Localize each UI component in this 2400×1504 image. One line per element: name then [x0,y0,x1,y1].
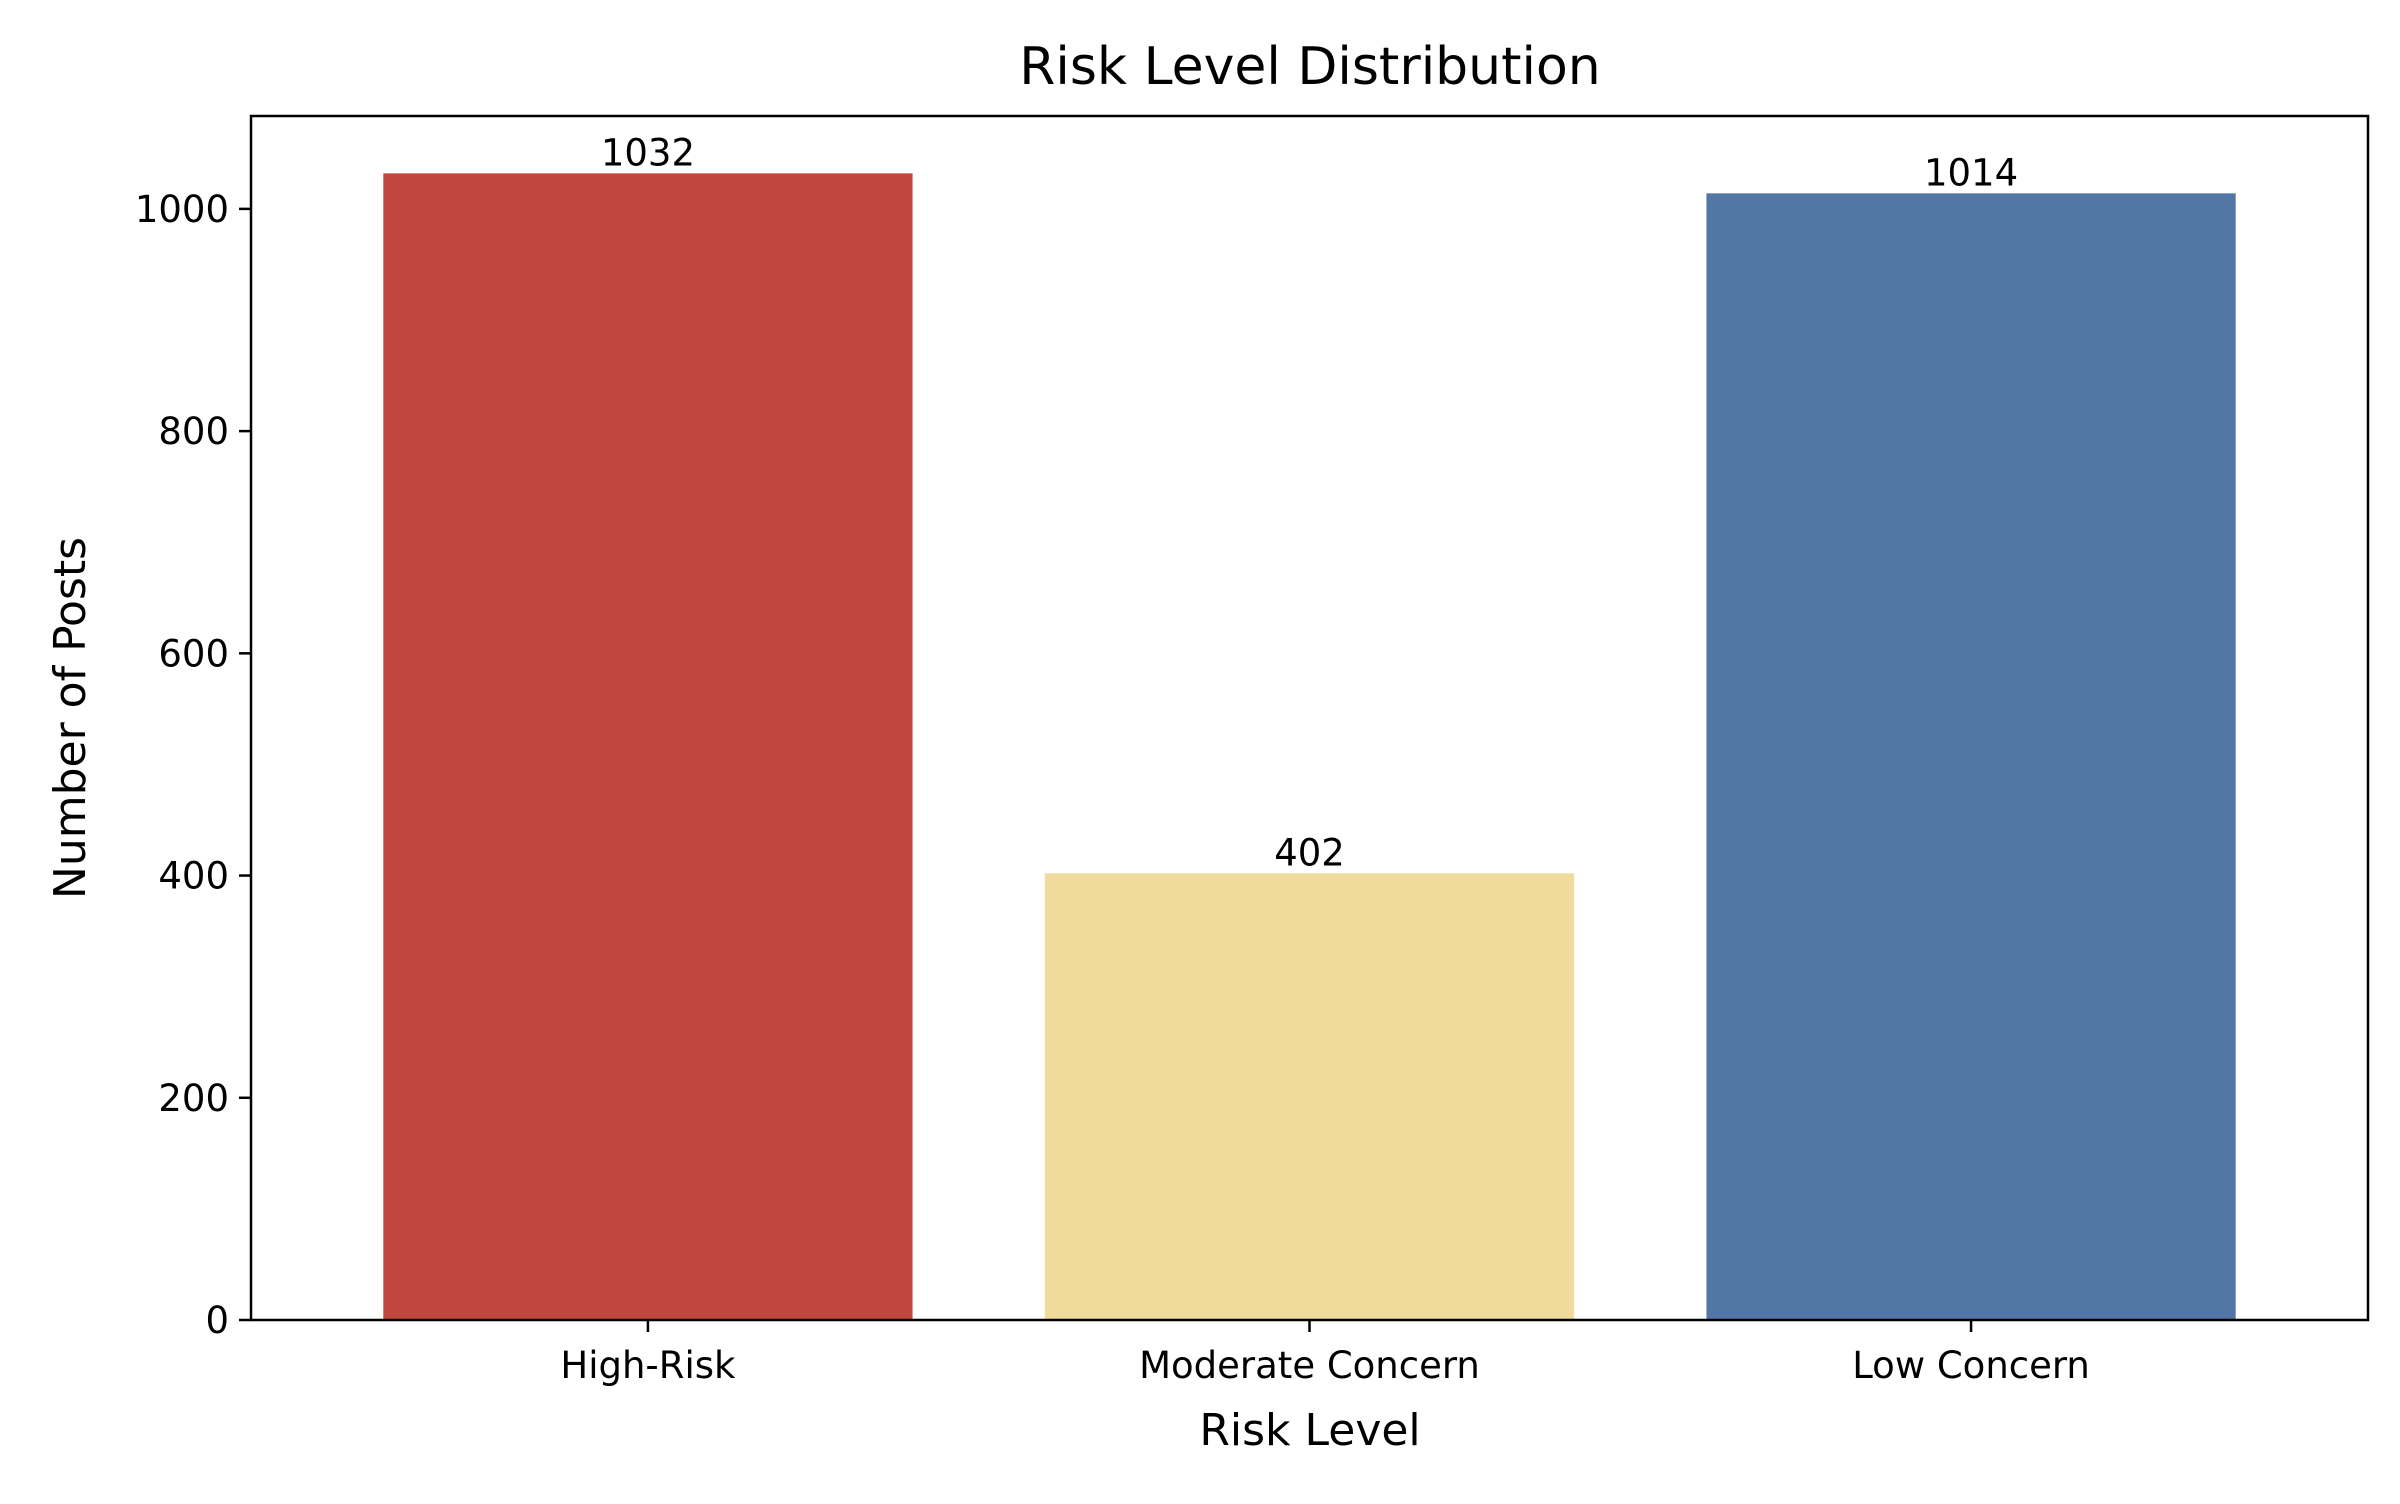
y-axis-ticks: 0 200 400 600 800 1000 [135,188,251,1342]
x-tick-label: Moderate Concern [1139,1344,1480,1387]
bar [1706,193,2236,1320]
x-tick-label: High-Risk [560,1344,736,1387]
plot-area-frame [249,114,2370,1322]
bar [383,173,913,1320]
y-tick-label: 200 [158,1077,229,1120]
bar [1044,873,1575,1320]
x-axis-ticks: High-Risk Moderate Concern Low Concern [560,1320,2090,1387]
bar-value-labels: 1032 402 1014 [601,131,2018,874]
bar-value-label: 402 [1274,831,1345,874]
y-tick-label: 600 [158,632,229,675]
x-tick-label: Low Concern [1852,1344,2090,1387]
bar-value-label: 1014 [1924,151,2018,194]
y-tick-label: 0 [205,1299,229,1342]
y-axis-label: Number of Posts [45,537,96,899]
y-tick-label: 400 [158,855,229,898]
y-tick-label: 1000 [135,188,229,231]
bar-value-label: 1032 [601,131,695,174]
x-axis-label: Risk Level [1199,1405,1420,1456]
chart-title: Risk Level Distribution [1019,37,1600,97]
bars-group [383,173,2236,1320]
y-tick-label: 800 [158,410,229,453]
